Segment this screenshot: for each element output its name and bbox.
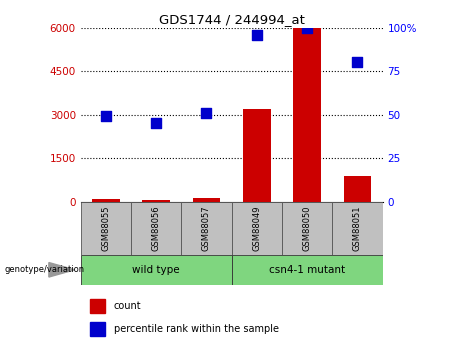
Bar xyxy=(181,202,231,255)
Point xyxy=(354,60,361,65)
Point xyxy=(203,110,210,116)
Bar xyxy=(231,202,282,255)
Bar xyxy=(90,322,105,336)
Point xyxy=(102,114,110,119)
Bar xyxy=(90,298,105,313)
Text: GSM88050: GSM88050 xyxy=(302,206,312,251)
Bar xyxy=(81,202,131,255)
Text: GSM88055: GSM88055 xyxy=(101,206,110,251)
Text: wild type: wild type xyxy=(132,265,180,275)
Bar xyxy=(293,28,321,202)
Point xyxy=(303,26,311,31)
Text: count: count xyxy=(114,300,142,310)
Text: percentile rank within the sample: percentile rank within the sample xyxy=(114,324,279,334)
Point xyxy=(253,32,260,37)
Bar xyxy=(343,176,371,202)
Bar xyxy=(92,199,120,202)
Bar xyxy=(81,255,231,285)
Text: csn4-1 mutant: csn4-1 mutant xyxy=(269,265,345,275)
Polygon shape xyxy=(49,263,75,277)
Text: GSM88051: GSM88051 xyxy=(353,206,362,251)
Title: GDS1744 / 244994_at: GDS1744 / 244994_at xyxy=(159,13,305,27)
Text: GSM88057: GSM88057 xyxy=(202,206,211,252)
Bar xyxy=(142,199,170,202)
Bar xyxy=(332,202,383,255)
Bar xyxy=(231,255,383,285)
Bar xyxy=(131,202,181,255)
Point xyxy=(153,121,160,126)
Text: GSM88056: GSM88056 xyxy=(152,206,161,252)
Text: GSM88049: GSM88049 xyxy=(252,206,261,251)
Bar xyxy=(282,202,332,255)
Bar xyxy=(243,109,271,202)
Bar xyxy=(193,198,220,202)
Text: genotype/variation: genotype/variation xyxy=(5,265,85,274)
